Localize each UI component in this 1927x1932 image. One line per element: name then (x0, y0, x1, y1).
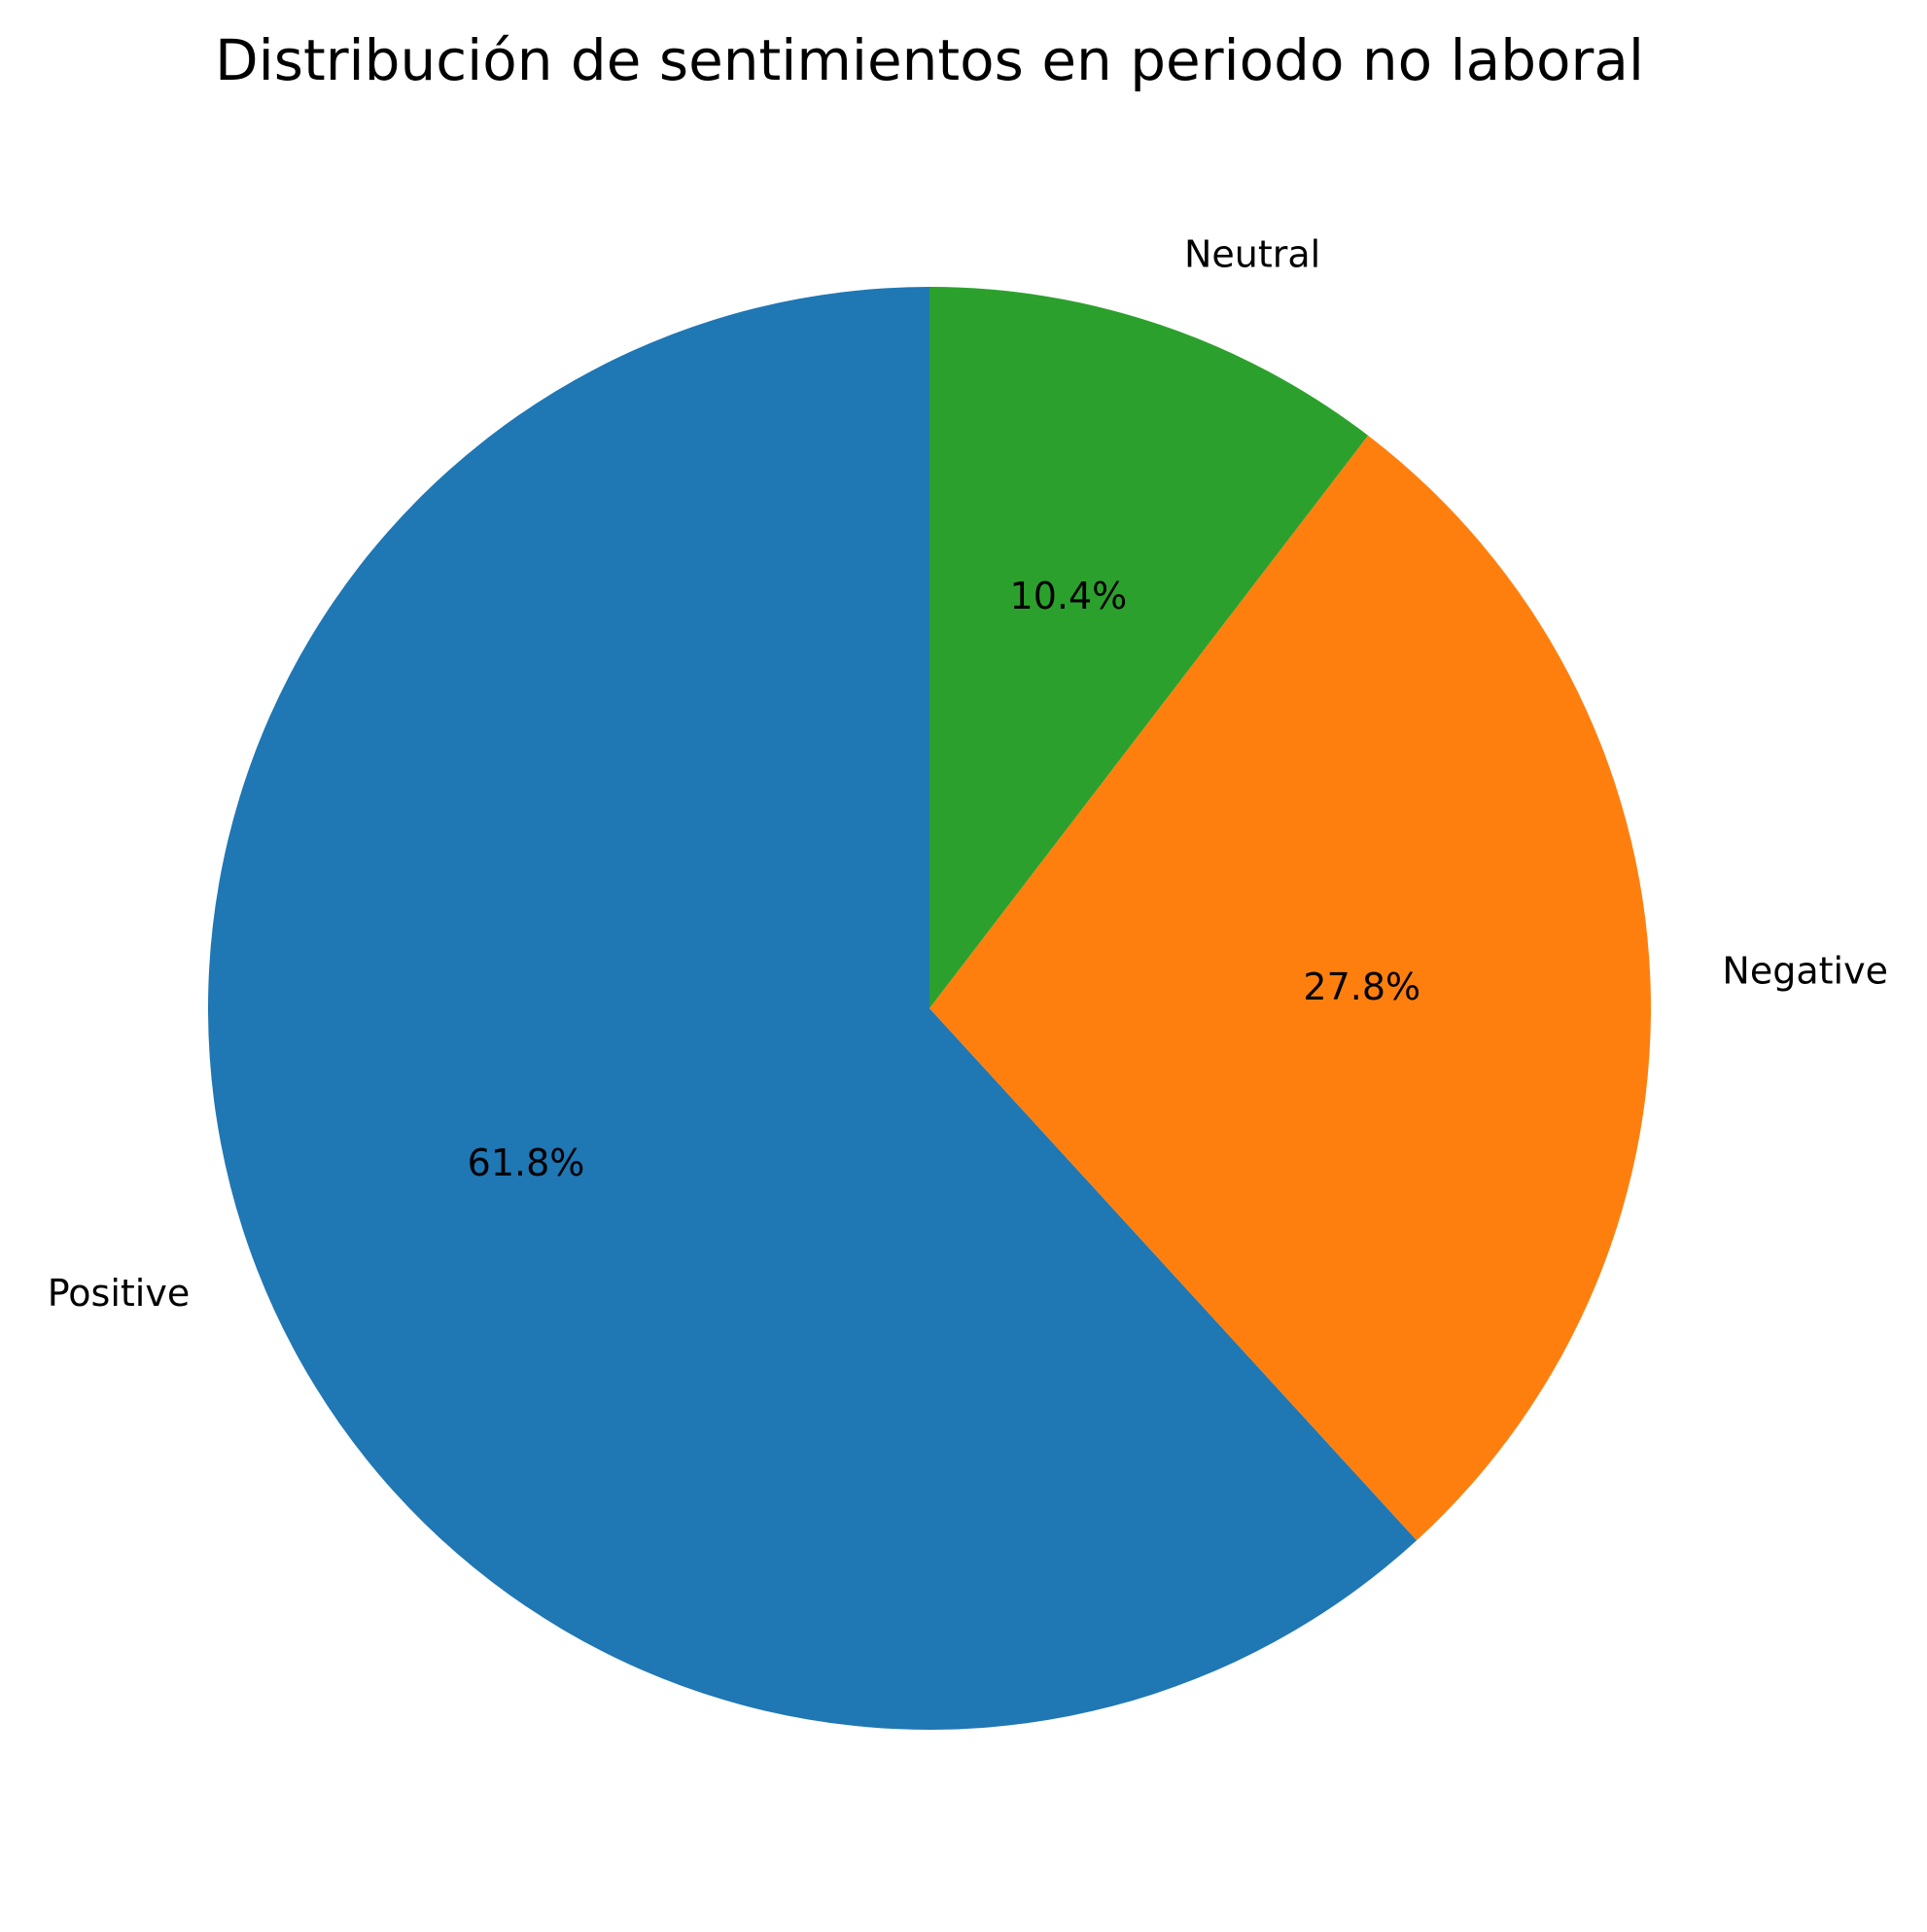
slice-label-neutral: Neutral (1184, 232, 1320, 275)
slice-label-positive: Positive (48, 1272, 191, 1315)
slice-label-negative: Negative (1722, 950, 1888, 993)
pie-slices (208, 287, 1651, 1731)
pie-labels: Positive 61.8% Negative 27.8% Neutral 10.4% (48, 232, 1888, 1315)
pct-label-negative: 27.8% (1303, 966, 1420, 1008)
pct-label-positive: 61.8% (468, 1142, 585, 1184)
chart-title: Distribución de sentimientos en periodo … (215, 27, 1644, 93)
pie-slice-positive (208, 287, 1418, 1731)
pie-slice-negative (929, 435, 1651, 1541)
pct-label-neutral: 10.4% (1010, 575, 1128, 617)
pie-slice-neutral (929, 287, 1369, 1008)
